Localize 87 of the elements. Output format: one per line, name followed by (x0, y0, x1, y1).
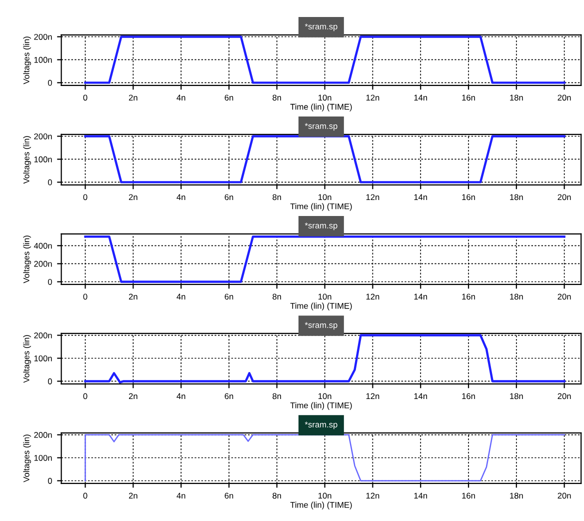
x-axis-title: Time (lin) (TIME) (290, 104, 352, 112)
x-tick-label: 6n (224, 492, 234, 499)
y-axis-title: Voltages (lin) (23, 136, 31, 184)
x-tick-label: 2n (128, 492, 138, 499)
x-tick-label: 16n (462, 393, 475, 400)
x-tick-label: 18n (510, 94, 523, 101)
y-axis-title: Voltages (lin) (23, 335, 31, 383)
x-tick-label: 6n (224, 94, 234, 101)
x-tick-label: 2n (128, 294, 138, 300)
x-tick-label: 4n (176, 94, 186, 101)
x-tick-label: 18n (510, 194, 523, 200)
y-tick-label: 100n (34, 156, 52, 162)
x-tick-label: 6n (224, 393, 234, 400)
x-tick-label: 16n (462, 94, 475, 101)
x-tick-label: 20n (558, 94, 571, 101)
x-tick-label: 0 (83, 194, 88, 200)
x-tick-label: 12n (366, 393, 380, 400)
chart-title: *sram.sp (304, 222, 338, 230)
x-tick-label: 4n (176, 194, 186, 200)
x-axis-title: Time (lin) (TIME) (290, 203, 352, 211)
y-axis-title: Voltages (lin) (23, 36, 31, 84)
chart-title: *sram.sp (304, 422, 338, 430)
x-tick-label: 8n (272, 294, 281, 300)
x-tick-label: 0 (83, 94, 88, 101)
x-tick-label: 4n (176, 294, 186, 300)
x-tick-label: 6n (224, 194, 234, 200)
x-tick-label: 0 (83, 294, 88, 300)
x-tick-label: 10n (318, 94, 332, 101)
x-tick-label: 8n (272, 393, 281, 400)
x-tick-label: 16n (462, 194, 475, 200)
x-tick-label: 0 (83, 492, 88, 499)
chart-title: *sram.sp (304, 322, 338, 330)
x-tick-label: 20n (558, 492, 571, 499)
x-tick-label: 4n (176, 393, 186, 400)
x-axis-title: Time (lin) (TIME) (290, 302, 352, 310)
x-tick-label: 0 (83, 393, 88, 400)
y-tick-label: 200n (34, 332, 52, 338)
y-axis-title: Voltages (lin) (23, 236, 31, 284)
x-tick-label: 18n (510, 393, 523, 400)
x-tick-label: 6n (224, 294, 234, 300)
x-tick-label: 12n (366, 492, 380, 499)
x-axis-title: Time (lin) (TIME) (290, 502, 352, 510)
x-tick-label: 12n (366, 194, 380, 200)
x-tick-label: 8n (272, 492, 281, 499)
x-tick-label: 14n (414, 492, 428, 499)
y-tick-label: 400n (34, 242, 52, 249)
y-tick-label: 0 (48, 478, 52, 484)
x-tick-label: 14n (414, 194, 428, 200)
x-tick-label: 2n (128, 94, 138, 101)
x-tick-label: 12n (366, 94, 380, 101)
y-tick-label: 0 (48, 80, 52, 86)
y-tick-label: 200n (34, 432, 52, 438)
x-tick-label: 8n (272, 94, 281, 101)
y-tick-label: 0 (48, 378, 52, 384)
x-tick-label: 8n (272, 194, 281, 200)
x-tick-label: 14n (414, 393, 428, 400)
y-tick-label: 200n (34, 260, 52, 267)
y-tick-label: 200n (34, 34, 52, 40)
x-tick-label: 16n (462, 492, 475, 499)
x-tick-label: 20n (558, 393, 571, 400)
y-axis-title: Voltages (lin) (23, 434, 31, 482)
x-tick-label: 10n (318, 393, 332, 400)
x-tick-label: 10n (318, 294, 332, 300)
x-tick-label: 14n (414, 94, 428, 101)
x-tick-label: 10n (318, 194, 332, 200)
x-tick-label: 18n (510, 294, 523, 300)
chart-title: *sram.sp (304, 24, 338, 32)
line-series (84, 434, 565, 482)
x-tick-label: 2n (128, 393, 138, 400)
y-tick-label: 100n (34, 355, 52, 362)
y-tick-label: 100n (34, 56, 52, 63)
x-tick-label: 20n (558, 194, 571, 200)
x-axis-title: Time (lin) (TIME) (290, 402, 352, 410)
line-series (84, 334, 566, 384)
x-tick-label: 14n (414, 294, 428, 300)
y-tick-label: 100n (34, 454, 52, 461)
x-tick-label: 10n (318, 492, 332, 499)
x-tick-label: 18n (510, 492, 523, 499)
x-tick-label: 4n (176, 492, 186, 499)
x-tick-label: 2n (128, 194, 138, 200)
y-tick-label: 200n (34, 133, 52, 140)
y-tick-label: 0 (48, 179, 52, 186)
chart-title: *sram.sp (304, 123, 338, 131)
x-tick-label: 12n (366, 294, 380, 300)
x-tick-label: 20n (558, 294, 571, 300)
x-tick-label: 16n (462, 294, 475, 300)
y-tick-label: 0 (48, 278, 52, 285)
